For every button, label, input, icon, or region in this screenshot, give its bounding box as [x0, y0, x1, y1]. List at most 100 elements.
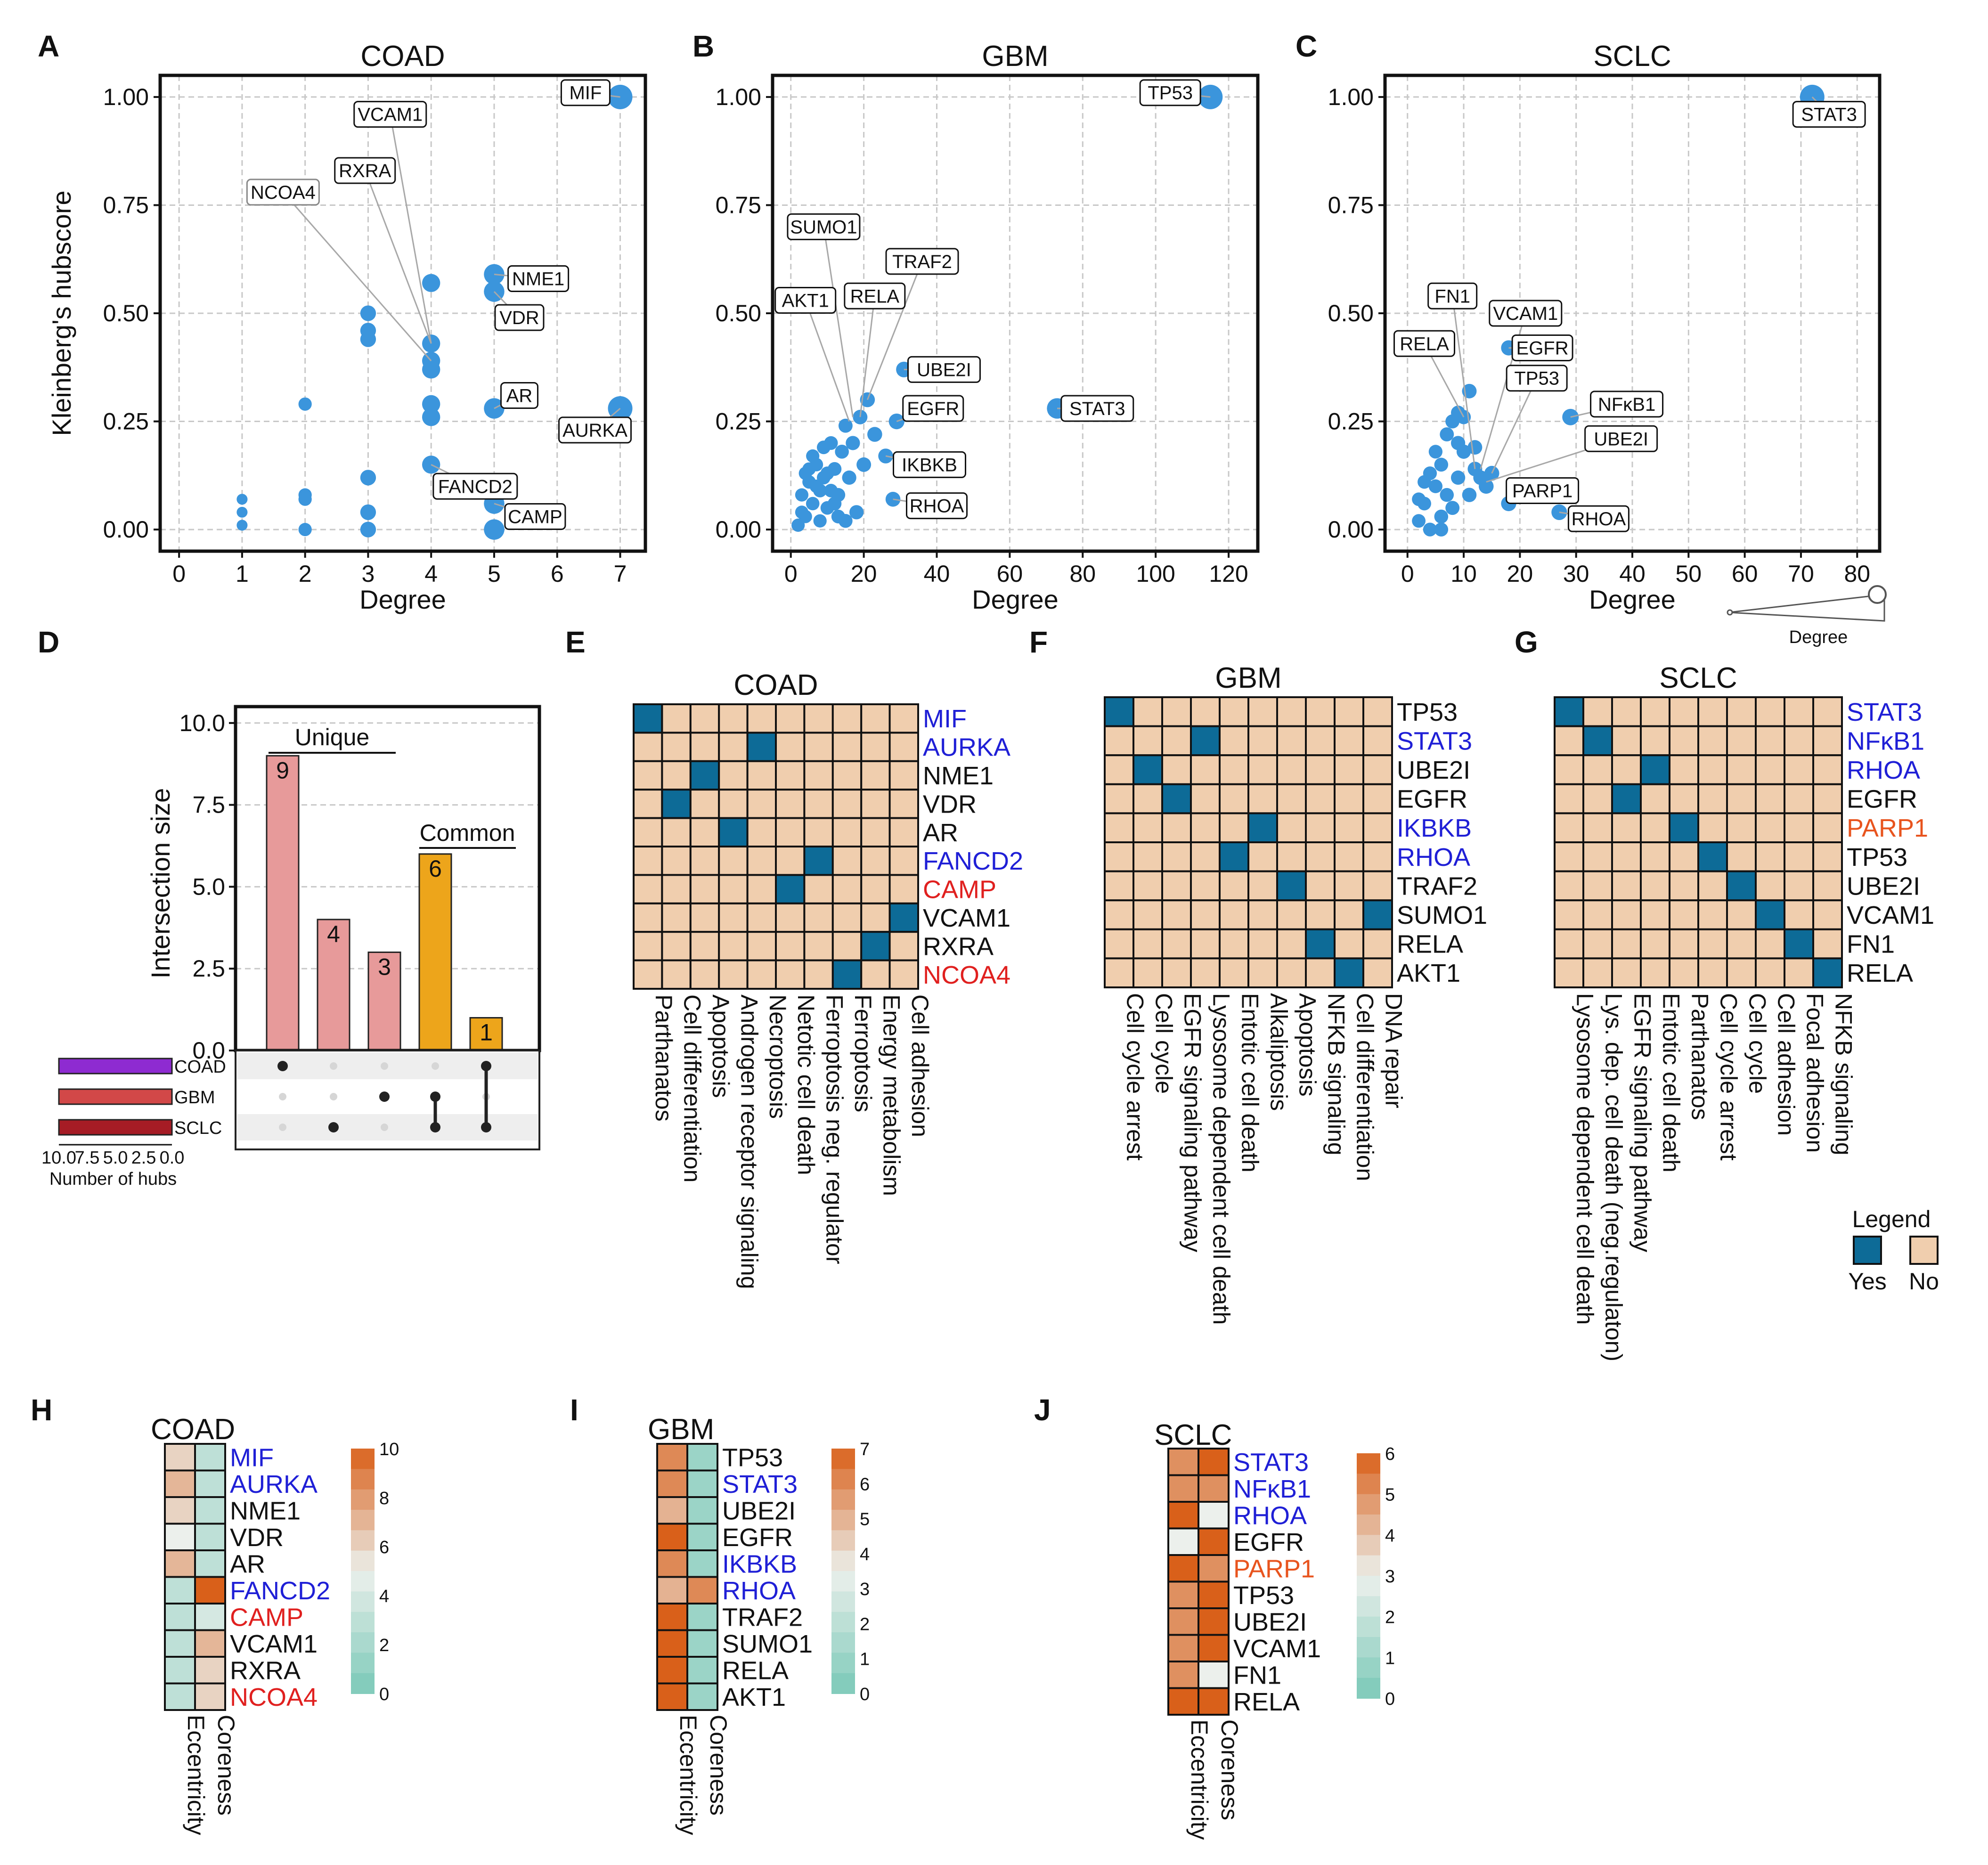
data-point: [360, 504, 376, 521]
row-label: RHOA: [1233, 1501, 1307, 1530]
heatmap-cell-no: [803, 732, 834, 762]
heatmap-cell-no: [1276, 928, 1307, 960]
data-point: [820, 466, 834, 481]
heatmap-cell-no: [1219, 928, 1249, 960]
y-tick-label: 0.50: [103, 300, 149, 326]
colorbar-tick-label: 2: [860, 1614, 870, 1634]
heatmap-cell-no: [1755, 783, 1785, 814]
colorbar-tick-label: 6: [379, 1538, 389, 1557]
heatmap-cell-no: [1219, 957, 1249, 989]
label-box: [1590, 391, 1664, 418]
colorbar-segment: [351, 1632, 375, 1653]
colorbar-segment: [351, 1469, 375, 1490]
column-label: Cell differentiation: [1352, 993, 1378, 1181]
point-label: IKBKB: [902, 455, 957, 475]
y-tick-label: 0.75: [103, 192, 149, 218]
heatmap-cell-no: [1133, 870, 1163, 902]
heatmap-cell-yes: [1582, 725, 1613, 757]
row-label: EGFR: [722, 1523, 793, 1552]
heatmap-cell-no: [803, 817, 834, 847]
label-leader-line: [364, 170, 432, 344]
x-tick-label: 70: [1788, 561, 1814, 587]
heatmap-cell-no: [1247, 841, 1278, 872]
heatmap-cell-no: [1190, 899, 1221, 930]
label-leader-line: [859, 296, 876, 417]
centrality-cell: [656, 1603, 688, 1631]
row-label: VCAM1: [1233, 1635, 1321, 1663]
heatmap-cell-no: [1362, 870, 1393, 902]
colorbar-segment: [1357, 1535, 1380, 1556]
heatmap-cell-no: [775, 789, 806, 819]
heatmap-cell-no: [1582, 957, 1613, 989]
heatmap-cell-no: [775, 732, 806, 762]
row-label: PARP1: [1847, 814, 1928, 842]
chart-title: GBM: [1215, 662, 1281, 694]
heatmap-cell-no: [718, 874, 749, 904]
data-point: [802, 462, 816, 476]
data-point: [813, 514, 827, 528]
y-tick-label: 1.00: [103, 84, 149, 110]
heatmap-cell-no: [1784, 841, 1814, 872]
heatmap-cell-no: [1219, 725, 1249, 757]
row-label: UBE2I: [722, 1497, 796, 1525]
heatmap-cell-no: [1755, 870, 1785, 902]
heatmap-cell-no: [1784, 696, 1814, 727]
heatmap-cell-no: [860, 732, 891, 762]
common-label: Common: [420, 820, 515, 846]
y-axis-label: Intersection size: [146, 788, 175, 979]
centrality-cell: [194, 1576, 226, 1604]
heatmap-cell-no: [1104, 957, 1134, 989]
heatmap-cell-no: [1133, 957, 1163, 989]
row-label: MIF: [230, 1443, 274, 1472]
data-point: [885, 492, 901, 507]
column-label: Coreness: [1216, 1719, 1243, 1820]
colorbar-segment: [1357, 1453, 1380, 1474]
bar-value-label: 3: [378, 953, 391, 980]
heatmap-cell-no: [746, 874, 777, 904]
panel-letter: B: [693, 29, 714, 63]
panel-letter: H: [31, 1393, 52, 1427]
centrality-cell: [656, 1629, 688, 1658]
heatmap-cell-no: [1104, 899, 1134, 930]
centrality-cell: [164, 1443, 196, 1472]
centrality-cell: [686, 1656, 718, 1685]
heatmap-cell-no: [1276, 725, 1307, 757]
point-label: AURKA: [562, 420, 627, 441]
centrality-cell: [164, 1603, 196, 1631]
matrix-dot-inactive: [330, 1062, 337, 1070]
row-label: RELA: [722, 1656, 789, 1685]
heatmap-cell-yes: [775, 874, 806, 904]
point-label: NCOA4: [251, 182, 316, 203]
heatmap-cell-no: [1611, 957, 1642, 989]
heatmap-cell-no: [1247, 870, 1278, 902]
colorbar-segment: [1357, 1576, 1380, 1597]
colorbar-segment: [1357, 1555, 1380, 1576]
row-label: TRAF2: [1397, 872, 1477, 900]
heatmap-cell-no: [1219, 783, 1249, 814]
heatmap-cell-no: [718, 732, 749, 762]
heatmap-cell-no: [1697, 928, 1728, 960]
heatmap-cell-no: [1784, 812, 1814, 844]
heatmap-cell-no: [1554, 870, 1584, 902]
heatmap-cell-no: [689, 959, 720, 990]
heatmap-cell-yes: [803, 846, 834, 876]
heatmap-cell-no: [888, 959, 919, 990]
column-label: Ferroptosis neg. regulator: [822, 994, 848, 1264]
y-tick-label: 0.25: [1328, 408, 1374, 435]
heatmap-cell-no: [860, 703, 891, 734]
chart-title: GBM: [648, 1413, 714, 1446]
row-label: RELA: [1847, 959, 1913, 987]
point-label: TP53: [1148, 83, 1193, 104]
plot-frame: [771, 73, 1260, 553]
x-tick-label: 40: [924, 561, 950, 587]
row-label: NME1: [923, 762, 994, 790]
size-legend-wedge: [1728, 594, 1885, 622]
centrality-cell: [1167, 1607, 1199, 1636]
point-label: RELA: [850, 286, 900, 307]
centrality-cell: [164, 1549, 196, 1578]
heatmap-cell-no: [803, 931, 834, 961]
y-tick-label: 7.5: [192, 792, 225, 818]
heatmap-cell-no: [1611, 812, 1642, 844]
label-box: [1506, 477, 1580, 504]
intersection-bar: [469, 1017, 503, 1051]
